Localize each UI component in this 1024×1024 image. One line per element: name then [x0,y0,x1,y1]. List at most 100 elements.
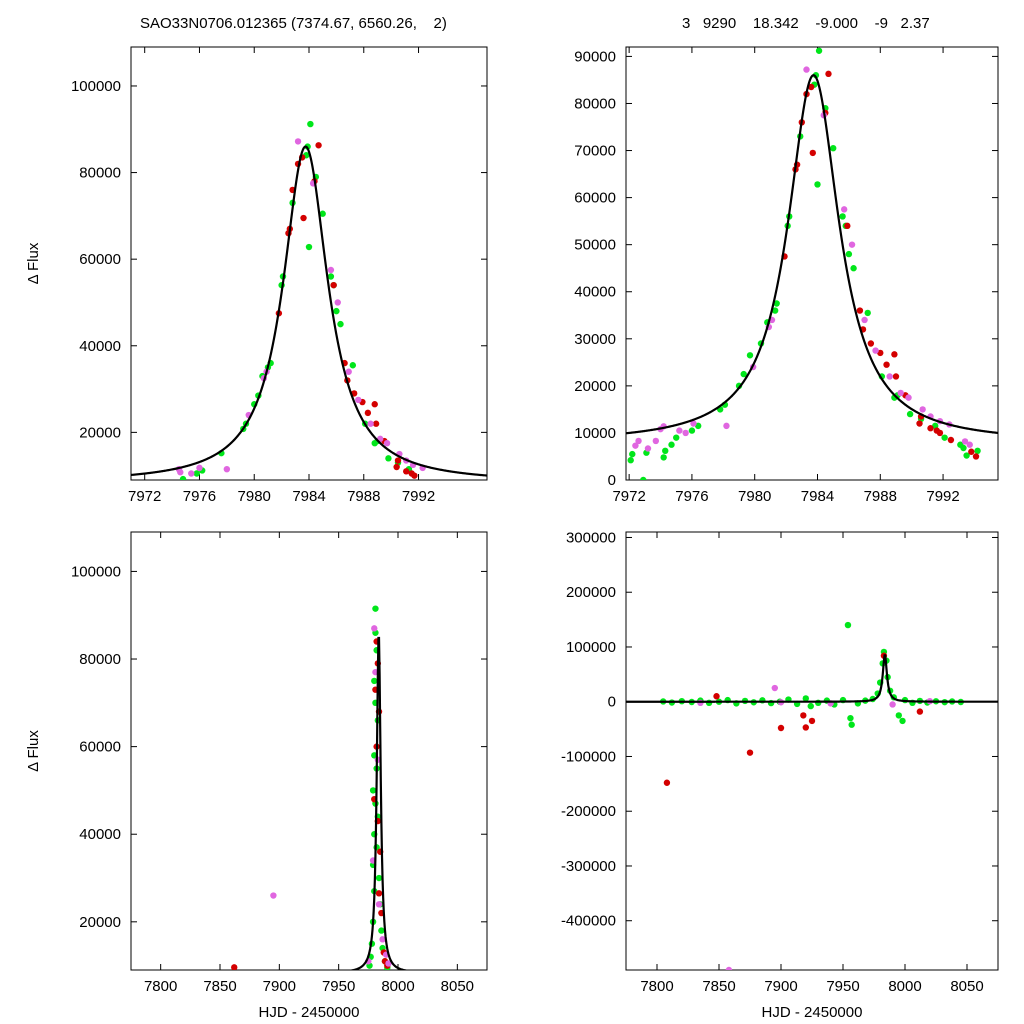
chart-title-left: SAO33N0706.012365 (7374.67, 6560.26, 2) [140,15,447,32]
data-point-red [856,307,864,314]
data-point-green [963,452,970,459]
x-tick-label: 7976 [675,488,708,505]
data-point-green [814,181,821,188]
data-point-magenta [886,373,893,380]
panel-bottom-left: 7800 7850 7900 7950 8000 8050 20000 40000 60000 8… [25,531,488,1021]
y-tick-label: 100000 [566,639,616,656]
data-point-magenta [644,445,652,452]
x-axis-label: HJD - 2450000 [762,1004,863,1021]
data-point-red [394,457,402,464]
x-axis-label: HJD - 2450000 [259,1004,360,1021]
data-point-magenta [355,396,362,404]
y-tick-label: 60000 [79,251,121,268]
data-point-red [802,724,809,731]
x-tick-label: 8000 [888,978,921,995]
y-axis-label: Δ Flux [25,730,42,772]
data-point-green [629,450,636,458]
data-point-magenta [840,206,848,213]
data-point-green [847,714,854,722]
y-tick-label: 100000 [71,563,121,580]
data-point-green [305,243,313,251]
data-point-red [393,463,400,471]
y-tick-label: 0 [608,694,616,711]
y-tick-label: 10000 [574,425,616,442]
data-point-magenta [652,437,660,445]
data-point-green [673,434,680,441]
data-point-red [916,708,924,715]
y-tick-label: -400000 [561,913,616,930]
y-tick-label: 30000 [574,331,616,348]
axes-frame [130,531,488,971]
x-tick-label: 7980 [238,488,271,505]
data-point-magenta [723,422,730,430]
x-tick-label: 7900 [263,978,296,995]
axes-frame [625,46,999,481]
data-point-magenta [367,420,374,427]
data-point-magenta [334,299,341,306]
data-point-red [315,142,322,149]
data-point-magenta [635,437,642,445]
data-point-red [403,468,410,475]
data-point-red [713,693,720,700]
fit-curve [131,145,487,477]
data-point-magenta [725,966,733,970]
y-tick-label: 200000 [566,584,616,601]
y-tick-label: 40000 [79,338,121,355]
data-point-red [867,340,875,347]
data-point-red [364,409,372,417]
data-point-red [844,222,851,230]
data-point-green [179,475,187,480]
data-point-green [372,605,379,612]
fit-curve [347,636,410,970]
x-tick-label: 7950 [322,978,355,995]
chart-title-right: 3 9290 18.342 -9.000 -9 2.37 [682,15,930,32]
data-point-green [844,621,852,629]
data-point-red [300,214,307,222]
data-point-green [385,455,392,462]
panel-top-right: 7972 7976 7980 7984 7988 7992 0 10000 20000 30000… [574,46,999,505]
data-point-magenta [632,442,639,449]
data-point-red [231,964,238,970]
data-point-green [662,447,669,455]
x-tick-label: 8050 [441,978,474,995]
data-point-green [327,273,335,280]
x-tick-label: 7984 [801,488,834,505]
x-tick-label: 7972 [128,488,161,505]
y-tick-label: 20000 [79,424,121,441]
y-tick-label: -200000 [561,803,616,820]
data-point-magenta [294,138,302,145]
data-point-green [746,352,754,359]
x-tick-label: 7992 [926,488,959,505]
data-point-green [771,307,779,314]
data-point-green [845,250,853,258]
data-point-green [371,677,378,685]
data-point-green [319,210,326,217]
data-point-green [740,370,747,378]
x-tick-label: 7992 [402,488,435,505]
data-point-red [825,70,832,78]
y-tick-label: -300000 [561,858,616,875]
data-point-magenta [803,66,810,73]
data-point-green [375,874,383,882]
y-tick-label: 60000 [574,190,616,207]
data-point-magenta [371,625,378,632]
data-point-red [927,425,934,432]
data-point-red [372,420,380,427]
data-point-magenta [682,429,689,437]
data-point-magenta [196,464,203,472]
y-tick-label: 40000 [574,284,616,301]
data-point-red [947,436,955,444]
data-point-green [688,427,696,434]
data-point-green [941,434,948,441]
data-point-magenta [383,439,391,447]
y-tick-label: 80000 [79,165,121,182]
x-tick-label: 7950 [826,978,859,995]
data-point-green [668,441,675,448]
data-point-magenta [961,438,969,445]
data-point-green [349,362,357,369]
y-axis-label: Δ Flux [25,242,42,284]
y-tick-label: 80000 [79,651,121,668]
data-point-red [800,712,807,719]
fit-curve [626,654,998,703]
